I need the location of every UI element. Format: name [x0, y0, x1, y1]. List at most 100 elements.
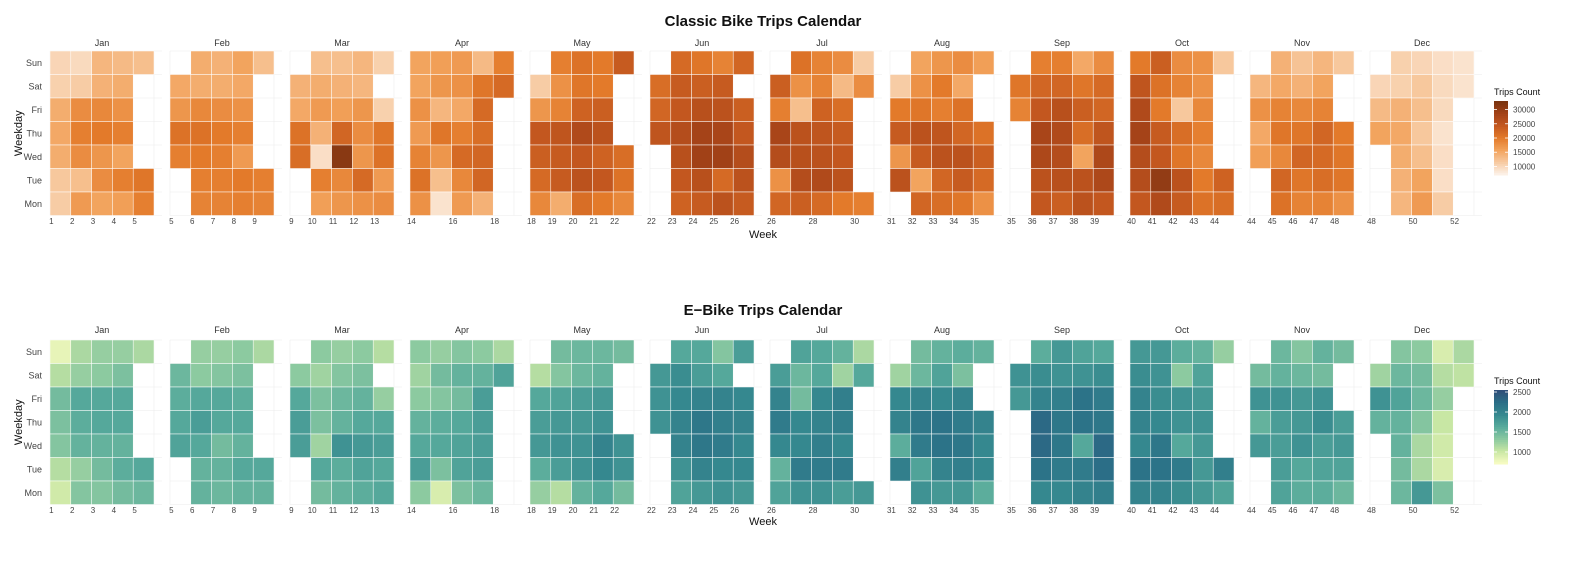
heatmap-cell — [852, 363, 875, 388]
heatmap-cell — [889, 410, 912, 435]
heatmap-cell — [372, 168, 395, 193]
heatmap-cell — [1312, 121, 1334, 146]
heatmap-cell — [952, 386, 974, 411]
heatmap-cell — [331, 97, 353, 122]
month-label: Oct — [1175, 38, 1190, 48]
heatmap-cell — [832, 144, 854, 169]
week-tick-label: 14 — [407, 506, 416, 515]
heatmap-cell — [571, 121, 593, 146]
heatmap-cell — [1432, 410, 1454, 435]
heatmap-cell — [571, 480, 593, 505]
heatmap-cell — [732, 339, 755, 364]
heatmap-cell — [190, 168, 212, 193]
heatmap-cell — [232, 121, 254, 146]
heatmap-cell — [1150, 144, 1172, 169]
heatmap-cell — [1072, 457, 1094, 482]
legend-color-step — [1494, 445, 1508, 448]
legend-color-step — [1494, 165, 1508, 169]
heatmap-cell — [132, 339, 155, 364]
month-panel-jun: Jun 22 23 24 25 26 — [647, 325, 762, 515]
month-label: Feb — [214, 325, 230, 335]
heatmap-cell — [1171, 339, 1193, 364]
heatmap-cell — [132, 50, 155, 75]
heatmap-cell — [550, 363, 572, 388]
week-tick-label: 7 — [211, 506, 216, 515]
heatmap-cell — [952, 339, 974, 364]
heatmap-cell — [112, 191, 134, 216]
month-label: Dec — [1414, 38, 1431, 48]
week-tick-label: 43 — [1189, 506, 1198, 515]
heatmap-cell — [1192, 363, 1214, 388]
heatmap-cell — [1192, 386, 1214, 411]
heatmap-cell — [1270, 457, 1292, 482]
heatmap-cell — [91, 457, 113, 482]
week-tick-label: 48 — [1330, 506, 1339, 515]
heatmap-cell — [550, 386, 572, 411]
week-tick-label: 2 — [70, 506, 75, 515]
heatmap-cell — [289, 121, 312, 146]
month-panel-may: May 18 19 20 21 22 — [527, 38, 642, 226]
week-tick-label: 31 — [887, 506, 896, 515]
heatmap-cell — [232, 433, 254, 458]
heatmap-cell — [952, 410, 974, 435]
week-tick-label: 48 — [1330, 217, 1339, 226]
heatmap-cell — [1411, 121, 1433, 146]
heatmap-cell — [1312, 339, 1334, 364]
y-axis-title: Weekday — [13, 110, 25, 156]
heatmap-cell — [112, 339, 134, 364]
heatmap-cell — [769, 363, 792, 388]
heatmap-cell — [49, 363, 72, 388]
week-tick-label: 28 — [809, 217, 818, 226]
week-tick-label: 22 — [647, 506, 656, 515]
heatmap-cell — [451, 121, 473, 146]
heatmap-cell — [211, 363, 233, 388]
heatmap-cell — [832, 74, 854, 99]
heatmap-cell — [931, 363, 953, 388]
heatmap-cell — [1452, 50, 1475, 75]
heatmap-cell — [451, 410, 473, 435]
heatmap-cell — [451, 386, 473, 411]
heatmap-cell — [331, 144, 353, 169]
heatmap-cell — [1051, 386, 1073, 411]
month-label: May — [573, 325, 591, 335]
heatmap-cell — [1051, 168, 1073, 193]
legend-tick-label: 20000 — [1513, 134, 1536, 143]
heatmap-cell — [1249, 97, 1272, 122]
heatmap-cell — [91, 121, 113, 146]
heatmap-cell — [409, 74, 432, 99]
heatmap-cell — [790, 191, 812, 216]
heatmap-cell — [352, 144, 374, 169]
heatmap-cell — [670, 168, 692, 193]
heatmap-cell — [832, 433, 854, 458]
heatmap-cell — [409, 97, 432, 122]
heatmap-cell — [430, 74, 452, 99]
heatmap-cell — [550, 144, 572, 169]
heatmap-cell — [612, 50, 635, 75]
legend-color-step — [1494, 134, 1508, 137]
heatmap-cell — [1030, 386, 1052, 411]
heatmap-cell — [931, 144, 953, 169]
heatmap-cell — [649, 363, 672, 388]
week-tick-label: 39 — [1090, 217, 1099, 226]
heatmap-cell — [310, 339, 332, 364]
heatmap-cell — [1291, 50, 1313, 75]
heatmap-cell — [1192, 457, 1214, 482]
heatmap-cell — [232, 339, 254, 364]
heatmap-cell — [70, 121, 92, 146]
heatmap-cell — [1092, 410, 1115, 435]
heatmap-cell — [889, 168, 912, 193]
heatmap-cell — [1291, 191, 1313, 216]
heatmap-cell — [70, 457, 92, 482]
heatmap-cell — [430, 97, 452, 122]
heatmap-cell — [1411, 74, 1433, 99]
heatmap-cell — [571, 433, 593, 458]
heatmap-cell — [670, 457, 692, 482]
heatmap-cell — [49, 168, 72, 193]
heatmap-cell — [352, 121, 374, 146]
legend-color-step — [1494, 441, 1508, 445]
heatmap-cell — [832, 121, 854, 146]
week-tick-label: 18 — [527, 217, 536, 226]
legend-tick-label: 2500 — [1513, 388, 1531, 397]
month-panel-aug: Aug 31 32 33 34 35 — [887, 325, 1002, 515]
month-panel-apr: Apr 14 16 18 — [407, 325, 522, 515]
